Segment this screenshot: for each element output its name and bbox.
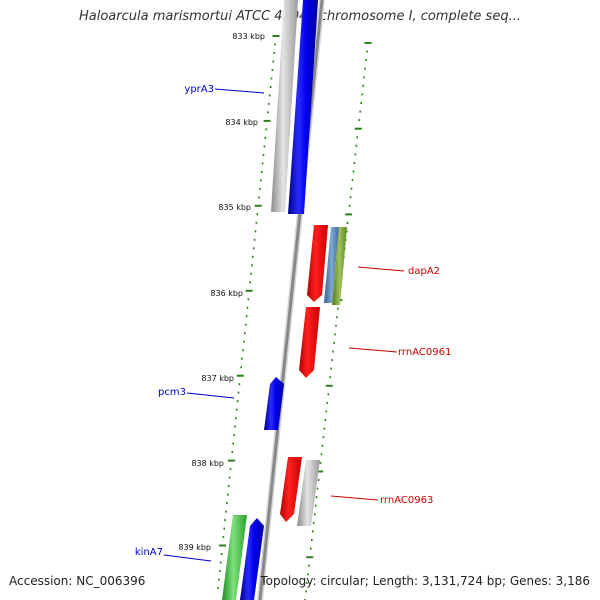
gene-dapA2	[307, 225, 328, 302]
gene-yprA3	[288, 0, 318, 214]
backbone	[258, 0, 324, 600]
summary-text: Topology: circular; Length: 3,131,724 bp…	[260, 574, 590, 588]
gene-rrnAC0963-gray	[297, 460, 320, 526]
label-dapA2: dapA2	[408, 266, 440, 277]
accession-text: Accession: NC_006396	[9, 574, 146, 588]
label-kinA7: kinA7	[135, 547, 163, 558]
gene-rrnAC0961	[299, 307, 320, 378]
tick-label-837: 837 kbp	[201, 374, 234, 383]
map-title: Haloarcula marismortui ATCC 43049 chromo…	[79, 9, 521, 24]
outer-tick-ring	[304, 42, 372, 600]
callout-kinA7	[163, 554, 212, 562]
callout-pcm3	[186, 392, 235, 399]
gene-dapA2-olive	[332, 227, 347, 305]
gene-rrnAC0963	[280, 457, 302, 522]
callout-rrnAC0963	[330, 495, 379, 501]
tick-label-835: 835 kbp	[218, 203, 251, 212]
inner-tick-ring	[217, 35, 280, 589]
callout-rrnAC0961	[348, 347, 398, 353]
gene-kinA7-adjacent	[240, 518, 264, 600]
label-rrnAC0961: rrnAC0961	[398, 347, 451, 358]
gene-pcm3	[264, 377, 284, 430]
callout-yprA3	[214, 88, 265, 94]
tick-label-839: 839 kbp	[178, 543, 211, 552]
tick-label-833: 833 kbp	[232, 32, 265, 41]
tick-label-834: 834 kbp	[225, 118, 258, 127]
label-pcm3: pcm3	[158, 387, 186, 398]
gene-dapA2-steel	[324, 227, 339, 303]
tick-label-838: 838 kbp	[191, 459, 224, 468]
gene-kinA7	[222, 515, 247, 600]
label-rrnAC0963: rrnAC0963	[380, 495, 433, 506]
tick-label-836: 836 kbp	[210, 289, 243, 298]
callout-dapA2	[357, 266, 405, 272]
gene-yprA3-shadow	[271, 0, 298, 212]
label-yprA3: yprA3	[184, 84, 214, 95]
